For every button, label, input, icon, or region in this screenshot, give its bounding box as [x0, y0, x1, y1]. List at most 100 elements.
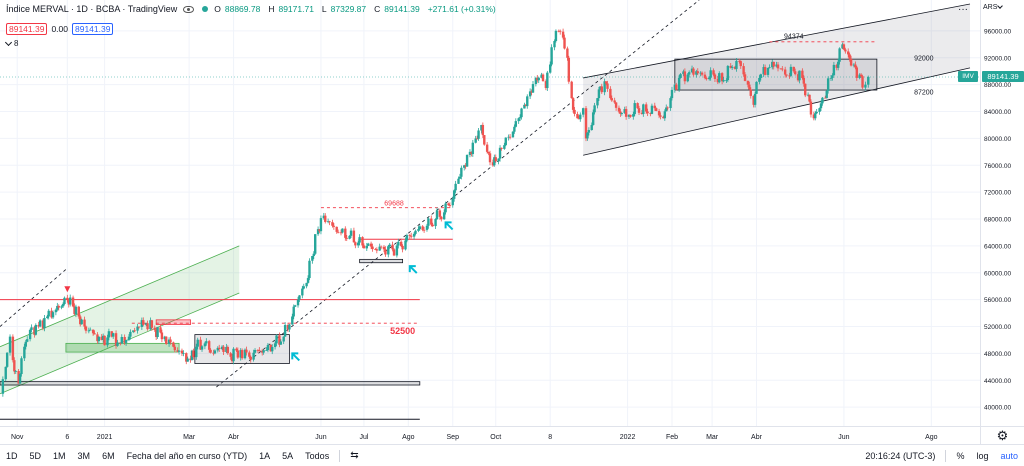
candle-body [180, 350, 184, 354]
time-tick-label: 6 [65, 434, 69, 441]
indicators-toggle[interactable]: 8 [4, 38, 18, 48]
range-6m-button[interactable]: 6M [102, 450, 115, 461]
time-axis[interactable]: Nov 6 2021 Mar Abr Jun Jul Ago Sep Oct 8 2022 Feb Mar… [0, 426, 980, 444]
candle-body [298, 295, 301, 300]
candle-body [606, 83, 609, 89]
candle-body [642, 104, 645, 115]
candle-body [540, 74, 543, 78]
candle-body [176, 350, 179, 352]
range-1d-button[interactable]: 1D [6, 450, 18, 461]
candle-body [818, 108, 821, 112]
candle-body [518, 117, 522, 119]
candle-body [709, 70, 712, 78]
candle-body [8, 336, 12, 353]
candle-body [544, 81, 548, 89]
candle-body [77, 306, 81, 317]
candle-body [610, 98, 614, 101]
percent-scale-button[interactable]: % [956, 450, 965, 461]
candle-body [517, 118, 520, 122]
settings-gear-icon[interactable]: ⚙ [980, 426, 1024, 444]
dashed-trendline-left [0, 269, 67, 327]
price-tick-label: 68000.00 [984, 217, 1011, 224]
candle-body [831, 75, 834, 78]
candle-body [553, 40, 556, 48]
candle-body [239, 350, 242, 358]
candle-body [150, 320, 154, 328]
candle-body [190, 350, 194, 361]
candle-body [361, 237, 364, 246]
candle-body [646, 111, 649, 114]
range-ytd-button[interactable]: Fecha del año en curso (YTD) [126, 450, 248, 461]
candle-body [185, 353, 188, 362]
candle-body [550, 47, 553, 65]
divider [339, 449, 341, 462]
candle-body [567, 57, 571, 82]
candle-body [410, 235, 413, 237]
candle-body [528, 91, 532, 97]
compare-icon[interactable]: ⇆ [350, 450, 359, 461]
candle-body [571, 98, 575, 110]
candle-body [97, 336, 101, 342]
candle-body [481, 124, 485, 136]
candle-body [755, 81, 758, 94]
candle-body [738, 60, 741, 62]
candle-body [93, 333, 96, 335]
candle-body [5, 352, 9, 367]
candle-body [677, 77, 681, 90]
candle-body [705, 77, 708, 80]
candle-body [500, 147, 503, 149]
clock[interactable]: 20:16:24 (UTC-3) [865, 450, 936, 461]
candle-body [435, 210, 439, 220]
candle-body [89, 329, 92, 331]
candle-body [312, 253, 315, 257]
log-scale-button[interactable]: log [976, 450, 989, 461]
range-all-button[interactable]: Todos [305, 450, 330, 461]
candle-body [559, 30, 562, 32]
candle-body [609, 88, 612, 99]
candle-body [213, 350, 217, 354]
candle-body [74, 306, 78, 315]
time-tick-label: 2022 [620, 434, 636, 441]
chart-area[interactable]: 52500 69688 94374 92000 87200 Índice MERVAL … [0, 0, 980, 426]
auto-scale-button[interactable]: auto [1000, 450, 1018, 461]
candle-body [480, 124, 483, 131]
visibility-eye-icon[interactable] [183, 5, 195, 13]
candle-body [686, 74, 689, 82]
level-label-69688: 69688 [384, 201, 404, 208]
range-1y-button[interactable]: 1A [259, 450, 271, 461]
buy-price-button[interactable]: 89141.39 [72, 23, 114, 35]
price-axis[interactable]: ARS 96000.00 92000.00 88000.00 84000.00 8000… [980, 0, 1024, 426]
price-tick-label: 88000.00 [984, 82, 1011, 89]
candle-body [384, 249, 387, 255]
candle-body [235, 348, 238, 351]
candle-body [286, 325, 290, 330]
range-3m-button[interactable]: 3M [77, 450, 91, 461]
candle-body [793, 71, 797, 75]
range-1m-button[interactable]: 1M [53, 450, 66, 461]
candle-body [332, 225, 336, 227]
green-channel [0, 245, 240, 394]
price-tick-label: 64000.00 [984, 243, 1011, 250]
price-tick-label: 60000.00 [984, 270, 1011, 277]
candle-body [819, 103, 823, 109]
candle-body [627, 114, 631, 117]
candle-body [34, 324, 38, 335]
low-key: L [321, 4, 327, 14]
candle-body [66, 297, 69, 300]
range-5y-button[interactable]: 5A [282, 450, 294, 461]
candle-body [69, 297, 72, 305]
chevron-down-icon [4, 38, 13, 46]
candle-body [758, 77, 761, 82]
sell-price-button[interactable]: 89141.39 [6, 23, 48, 35]
currency-selector[interactable]: ARS [983, 3, 1004, 11]
candle-body [675, 84, 678, 90]
candle-body [96, 334, 99, 342]
candle-body [497, 158, 500, 162]
arrow-down-icon [64, 286, 71, 293]
range-5d-button[interactable]: 5D [29, 450, 42, 461]
more-options-icon[interactable]: ··· [958, 4, 968, 15]
candle-body [619, 111, 622, 114]
candle-body [216, 347, 219, 351]
price-chart[interactable]: 52500 69688 94374 92000 87200 [0, 0, 980, 426]
symbol-title[interactable]: Índice MERVAL · 1D · BCBA · TradingView [6, 4, 178, 14]
